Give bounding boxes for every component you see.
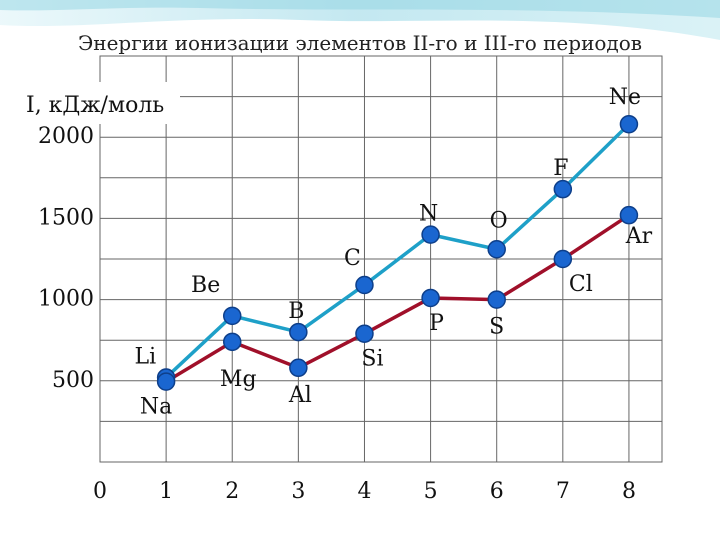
x-tick-label: 5 xyxy=(424,479,438,504)
chart-title: Энергии ионизации элементов II-го и III-… xyxy=(78,31,642,55)
point-label: Ar xyxy=(625,224,653,249)
point-label: N xyxy=(419,202,438,227)
y-tick-label: 1000 xyxy=(38,287,94,312)
data-point xyxy=(355,275,374,295)
point-label: Al xyxy=(288,383,312,408)
point-label: Mg xyxy=(220,367,257,392)
y-tick-label: 2000 xyxy=(38,124,94,149)
x-tick-label: 7 xyxy=(556,479,570,504)
y-tick-background xyxy=(28,277,94,308)
point-label: Be xyxy=(191,273,220,298)
y-tick-label: 1500 xyxy=(38,205,94,230)
series-layer: Li Be B C N O F Ne Na Mg Al Si P S Cl Ar xyxy=(134,85,652,419)
y-axis-label: I, кДж/моль xyxy=(26,93,164,118)
point-label: S xyxy=(489,315,504,340)
x-tick-label: 6 xyxy=(490,479,504,504)
y-tick-background xyxy=(28,358,94,389)
series-line xyxy=(164,122,631,379)
x-tick-label: 2 xyxy=(225,479,239,504)
point-label: C xyxy=(344,246,361,271)
x-tick-label: 8 xyxy=(622,479,636,504)
data-point xyxy=(619,114,639,134)
data-point xyxy=(222,332,242,352)
point-label: Na xyxy=(140,395,172,420)
axis-ticks: 0 1 2 3 4 5 6 7 8 500 1000 1500 2000 xyxy=(28,115,636,504)
data-point xyxy=(222,306,242,326)
series-line xyxy=(165,213,630,384)
x-tick-label: 1 xyxy=(159,479,173,504)
x-tick-label: 4 xyxy=(357,479,371,504)
point-label: Li xyxy=(134,345,156,370)
chart-grid xyxy=(99,55,663,463)
data-point xyxy=(553,249,573,269)
y-tick-label: 500 xyxy=(52,368,94,393)
data-point xyxy=(487,290,506,309)
data-point xyxy=(355,324,374,343)
point-label: B xyxy=(288,299,304,324)
data-point xyxy=(619,205,639,225)
x-tick-label: 3 xyxy=(291,479,305,504)
point-label: P xyxy=(429,311,444,336)
data-point xyxy=(487,240,506,259)
y-axis-unit-label: I, кДж/моль xyxy=(20,82,180,124)
data-point xyxy=(421,225,440,244)
data-point xyxy=(289,358,308,378)
data-point xyxy=(289,322,308,342)
data-point xyxy=(553,179,573,199)
point-label: Si xyxy=(361,347,383,372)
point-label: Cl xyxy=(569,272,593,297)
point-label: O xyxy=(490,208,508,233)
point-label: Ne xyxy=(609,85,641,110)
data-point xyxy=(156,372,176,391)
x-tick-label: 0 xyxy=(93,479,107,504)
data-point xyxy=(421,288,440,308)
point-label: F xyxy=(553,156,568,181)
y-tick-background xyxy=(28,196,94,227)
